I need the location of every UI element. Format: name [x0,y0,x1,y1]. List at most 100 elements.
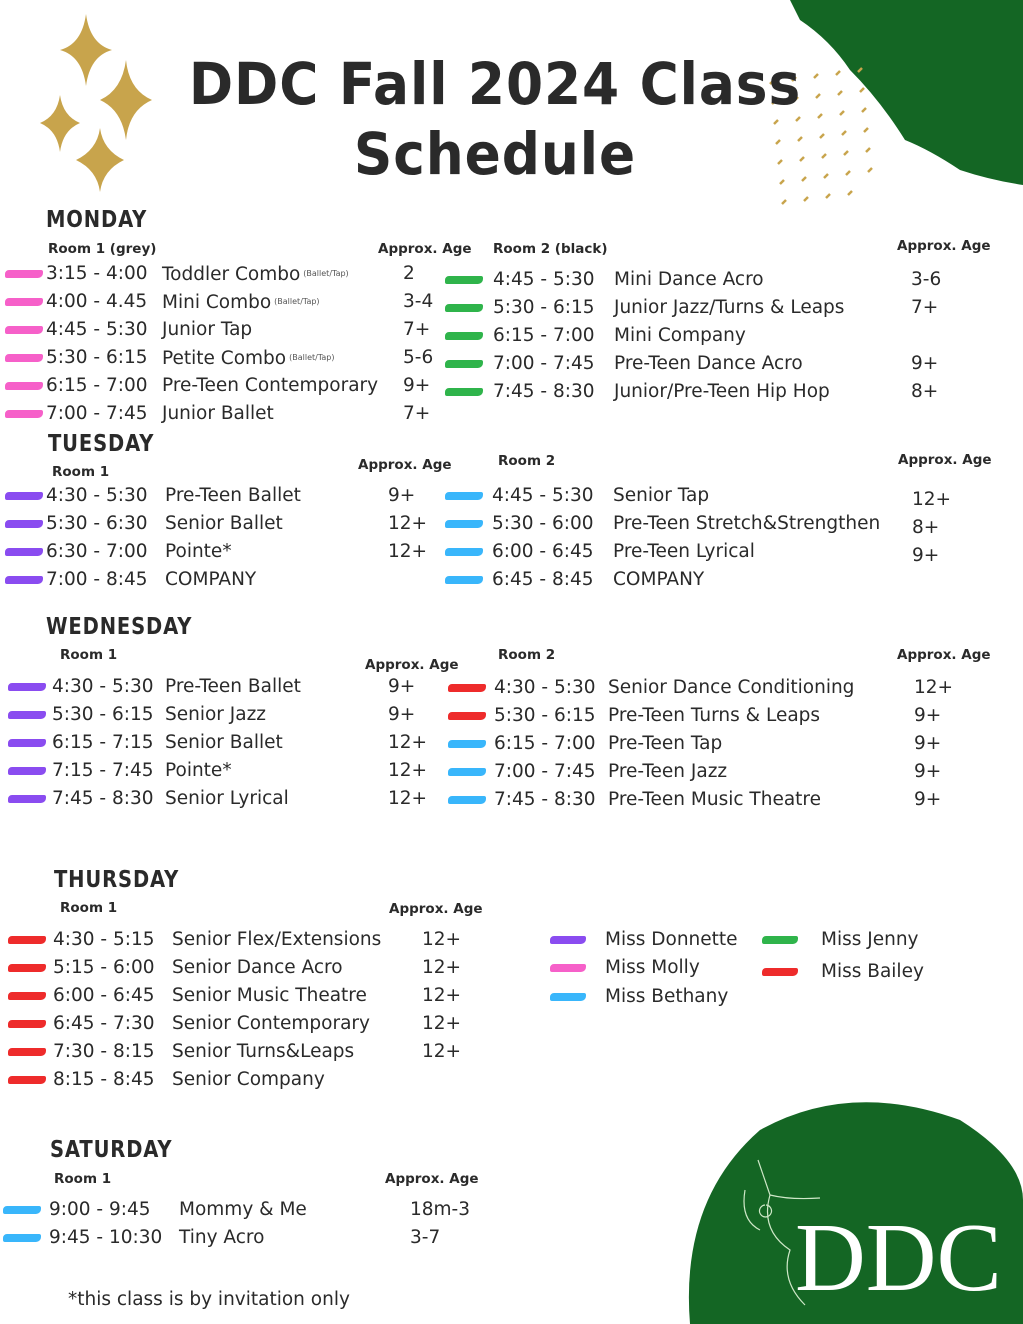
footnote: *this class is by invitation only [68,1289,350,1310]
approx-age: 9+ [912,545,940,566]
color-bar [5,492,43,500]
color-bar [448,740,486,748]
color-bar [445,332,483,340]
class-title: Senior Turns&Leaps [172,1041,355,1062]
class-name: COMPANY [165,569,256,591]
approx-age: 3-6 [911,269,942,290]
class-time: 6:00 - 6:45 [53,985,155,1006]
approx-age: 12+ [422,957,462,978]
class-title: Pre-Teen Dance Acro [614,353,803,374]
approx-age: 3-4 [403,291,434,312]
class-name: Pre-Teen Ballet [165,485,301,507]
color-bar [448,796,486,804]
class-name: Senior Music Theatre [172,985,367,1007]
class-name: Senior Tap [613,485,709,507]
class-title: Pre-Teen Tap [608,733,723,754]
class-name: Senior Dance Acro [172,957,343,979]
legend-instructor: Miss Bethany [605,986,729,1007]
class-title: COMPANY [165,569,257,590]
class-title: Pointe* [165,760,232,781]
class-time: 5:30 - 6:15 [52,704,154,725]
approx-age: 12+ [388,541,428,562]
approx-age: 7+ [403,319,431,340]
approx-age-header: Approx. Age [389,901,483,917]
class-title: Senior Jazz [165,704,267,725]
class-title: Mini Company [614,325,746,346]
color-bar [445,520,483,528]
color-bar [445,304,483,312]
class-time: 7:00 - 7:45 [494,761,596,782]
sparkle-stars-icon [40,14,152,192]
color-bar [448,684,486,692]
gold-dots-pattern [769,67,873,205]
class-name: Pre-Teen Turns & Leaps [608,705,820,727]
class-title: Senior Contemporary [172,1013,370,1034]
class-title: Junior Tap [162,319,253,340]
class-title: Mommy & Me [179,1199,307,1220]
approx-age-header: Approx. Age [365,657,459,673]
class-title: COMPANY [613,569,705,590]
class-name: Senior Ballet [165,732,283,754]
approx-age: 9+ [388,676,416,697]
class-name: Senior Company [172,1069,325,1091]
class-name: Pre-Teen Stretch&Strengthen [613,513,880,535]
class-time: 6:15 - 7:00 [493,325,595,346]
room-label: Room 1 [54,1171,112,1187]
class-title: Tiny Acro [179,1227,265,1248]
class-time: 6:00 - 6:45 [492,541,594,562]
approx-age-header: Approx. Age [897,647,991,663]
class-name: Senior Flex/Extensions [172,929,381,951]
class-time: 6:15 - 7:15 [52,732,154,753]
approx-age: 9+ [914,789,942,810]
approx-age: 12+ [388,760,428,781]
class-name: Junior Jazz/Turns & Leaps [614,297,844,319]
approx-age: 12+ [912,489,952,510]
class-title: Pointe* [165,541,232,562]
class-time: 5:30 - 6:30 [46,513,148,534]
color-bar [8,683,46,691]
color-bar [5,520,43,528]
class-title: Pre-Teen Music Theatre [608,789,822,810]
class-name: Junior/Pre-Teen Hip Hop [614,381,830,403]
approx-age: 5-6 [403,347,434,368]
class-time: 4:30 - 5:15 [53,929,155,950]
approx-age: 12+ [422,929,462,950]
day-heading-thursday: THURSDAY [54,867,180,893]
class-title: Senior Company [172,1069,325,1090]
approx-age: 9+ [914,733,942,754]
color-bar [8,936,46,944]
class-title: Pre-Teen Contemporary [162,375,379,396]
class-title: Pre-Teen Jazz [608,761,728,782]
approx-age: 9+ [911,353,939,374]
approx-age: 8+ [912,517,940,538]
class-name: Pre-Teen Dance Acro [614,353,803,375]
approx-age: 7+ [403,403,431,424]
color-bar [8,964,46,972]
legend-color-bar [550,936,586,944]
room-label: Room 1 [52,464,110,480]
approx-age: 12+ [914,677,954,698]
class-time: 4:00 - 4.45 [46,291,148,312]
legend-instructor: Miss Bailey [821,961,924,982]
legend-instructor: Miss Jenny [821,929,919,950]
color-bar [445,388,483,396]
class-note: (Ballet/Tap) [274,297,320,306]
class-time: 6:45 - 8:45 [492,569,594,590]
room-label: Room 1 [60,900,118,916]
approx-age-header: Approx. Age [897,238,991,254]
approx-age: 12+ [422,1041,462,1062]
page-title-line2: Schedule [353,120,637,188]
approx-age: 12+ [422,1013,462,1034]
approx-age-header: Approx. Age [378,241,472,257]
room-label: Room 2 [498,647,556,663]
class-name: Mini Dance Acro [614,269,764,291]
approx-age: 12+ [388,788,428,809]
color-bar [448,712,486,720]
color-bar [3,1206,41,1214]
class-title: Junior/Pre-Teen Hip Hop [614,381,830,402]
class-time: 7:30 - 8:15 [53,1041,155,1062]
class-time: 4:45 - 5:30 [493,269,595,290]
approx-age: 9+ [914,705,942,726]
class-time: 5:30 - 6:15 [494,705,596,726]
